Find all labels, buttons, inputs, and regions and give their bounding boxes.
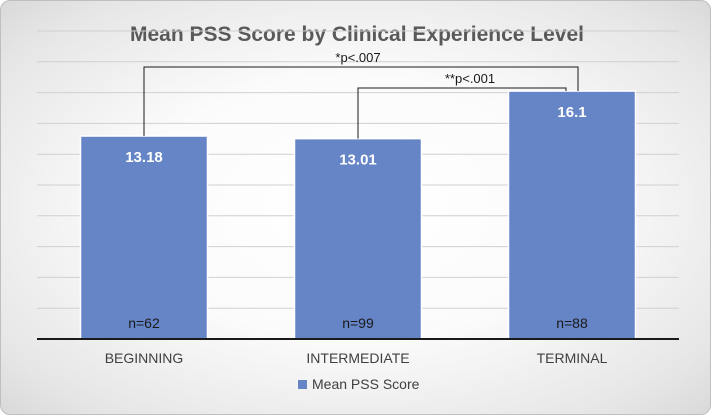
significance-bracket bbox=[357, 87, 567, 139]
legend-label: Mean PSS Score bbox=[312, 376, 420, 392]
bar-labels: 13.18 n=62 13.01 n=99 16.1 n=88 bbox=[125, 104, 588, 331]
n-label: n=99 bbox=[342, 315, 374, 331]
category-label: INTERMEDIATE bbox=[306, 350, 409, 366]
significance-label: **p<.001 bbox=[445, 71, 495, 86]
legend-swatch bbox=[298, 380, 307, 389]
n-label: n=88 bbox=[556, 315, 588, 331]
n-label: n=62 bbox=[128, 315, 160, 331]
chart-title: Mean PSS Score by Clinical Experience Le… bbox=[130, 23, 584, 46]
category-label: BEGINNING bbox=[105, 350, 184, 366]
significance-bracket bbox=[143, 66, 579, 137]
category-labels: BEGINNING INTERMEDIATE TERMINAL bbox=[105, 350, 608, 366]
bar-terminal bbox=[507, 90, 637, 340]
legend: Mean PSS Score bbox=[298, 376, 420, 392]
category-label: TERMINAL bbox=[537, 350, 608, 366]
value-label: 13.18 bbox=[125, 149, 163, 166]
significance-annotations: *p<.007 **p<.001 bbox=[143, 50, 579, 139]
value-label: 13.01 bbox=[339, 152, 377, 169]
bar-beginning bbox=[79, 135, 209, 340]
bar-intermediate bbox=[293, 137, 423, 340]
significance-label: *p<.007 bbox=[335, 50, 380, 65]
value-label: 16.1 bbox=[557, 104, 586, 121]
